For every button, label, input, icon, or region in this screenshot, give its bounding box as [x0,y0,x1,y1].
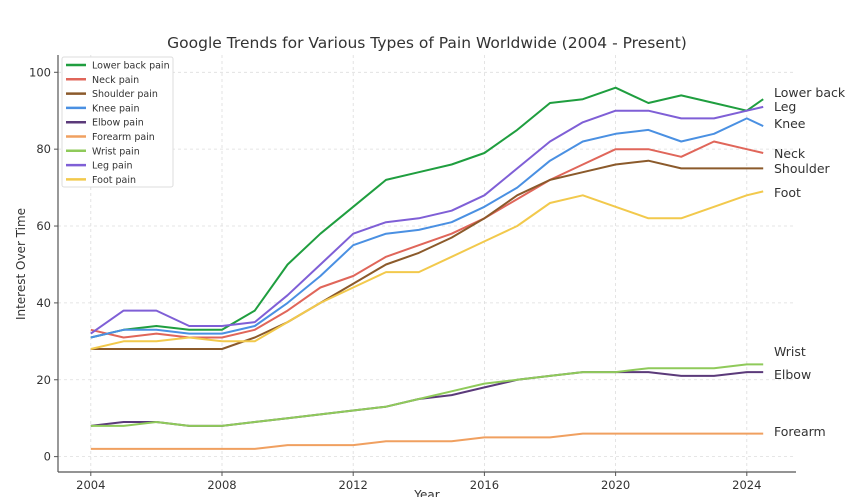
legend-entry: Wrist pain [92,146,140,157]
grid [58,55,796,472]
series-line-lower-back [90,86,764,339]
legend: Lower back pain Neck pain Shoulder pain Kne… [61,56,174,188]
series-line-knee [90,117,764,339]
series-line-neck [90,140,764,339]
end-label: Forearm [774,424,826,439]
legend-entry: Foot pain [92,175,136,186]
series-lines [90,86,764,450]
y-tick-label: 40 [36,296,51,310]
legend-box [61,56,174,188]
series-line-foot [90,190,764,350]
y-tick-label: 20 [36,373,51,387]
y-axis-label: Interest Over Time [14,208,28,320]
end-label: Foot [774,185,801,200]
legend-entry: Neck pain [92,75,139,86]
y-tick-label: 0 [44,450,51,464]
series-line-leg [90,105,764,335]
legend-entry: Leg pain [92,161,133,172]
x-tick-label: 2020 [601,478,630,492]
series-line-elbow [90,371,764,427]
x-tick-label: 2008 [207,478,236,492]
legend-entry: Knee pain [92,103,139,114]
x-tick-label: 2004 [76,478,105,492]
legend-entry: Lower back pain [92,61,170,72]
end-label: Knee [774,116,806,131]
series-line-shoulder [90,159,764,350]
legend-entry: Shoulder pain [92,89,158,100]
x-tick-label: 2024 [732,478,761,492]
y-tick-label: 100 [29,65,51,79]
axes: 2004 2008 2012 2016 2020 2024 0 20 40 60 80 100 [29,55,796,492]
end-label: Wrist [774,344,806,359]
y-tick-label: 80 [36,142,51,156]
legend-entry: Elbow pain [92,118,144,129]
x-tick-label: 2016 [470,478,499,492]
series-line-wrist [90,363,764,427]
y-tick-label: 60 [36,219,51,233]
legend-entry: Forearm pain [92,132,155,143]
end-label: Shoulder [774,161,831,176]
end-label: Lower back [774,85,846,100]
x-axis-label: Year [413,488,439,497]
x-tick-label: 2012 [339,478,368,492]
end-label: Elbow [774,367,811,382]
end-label: Neck [774,146,806,161]
end-label: Leg [774,99,796,114]
chart-title: Google Trends for Various Types of Pain … [167,34,687,52]
series-line-forearm [90,432,764,450]
